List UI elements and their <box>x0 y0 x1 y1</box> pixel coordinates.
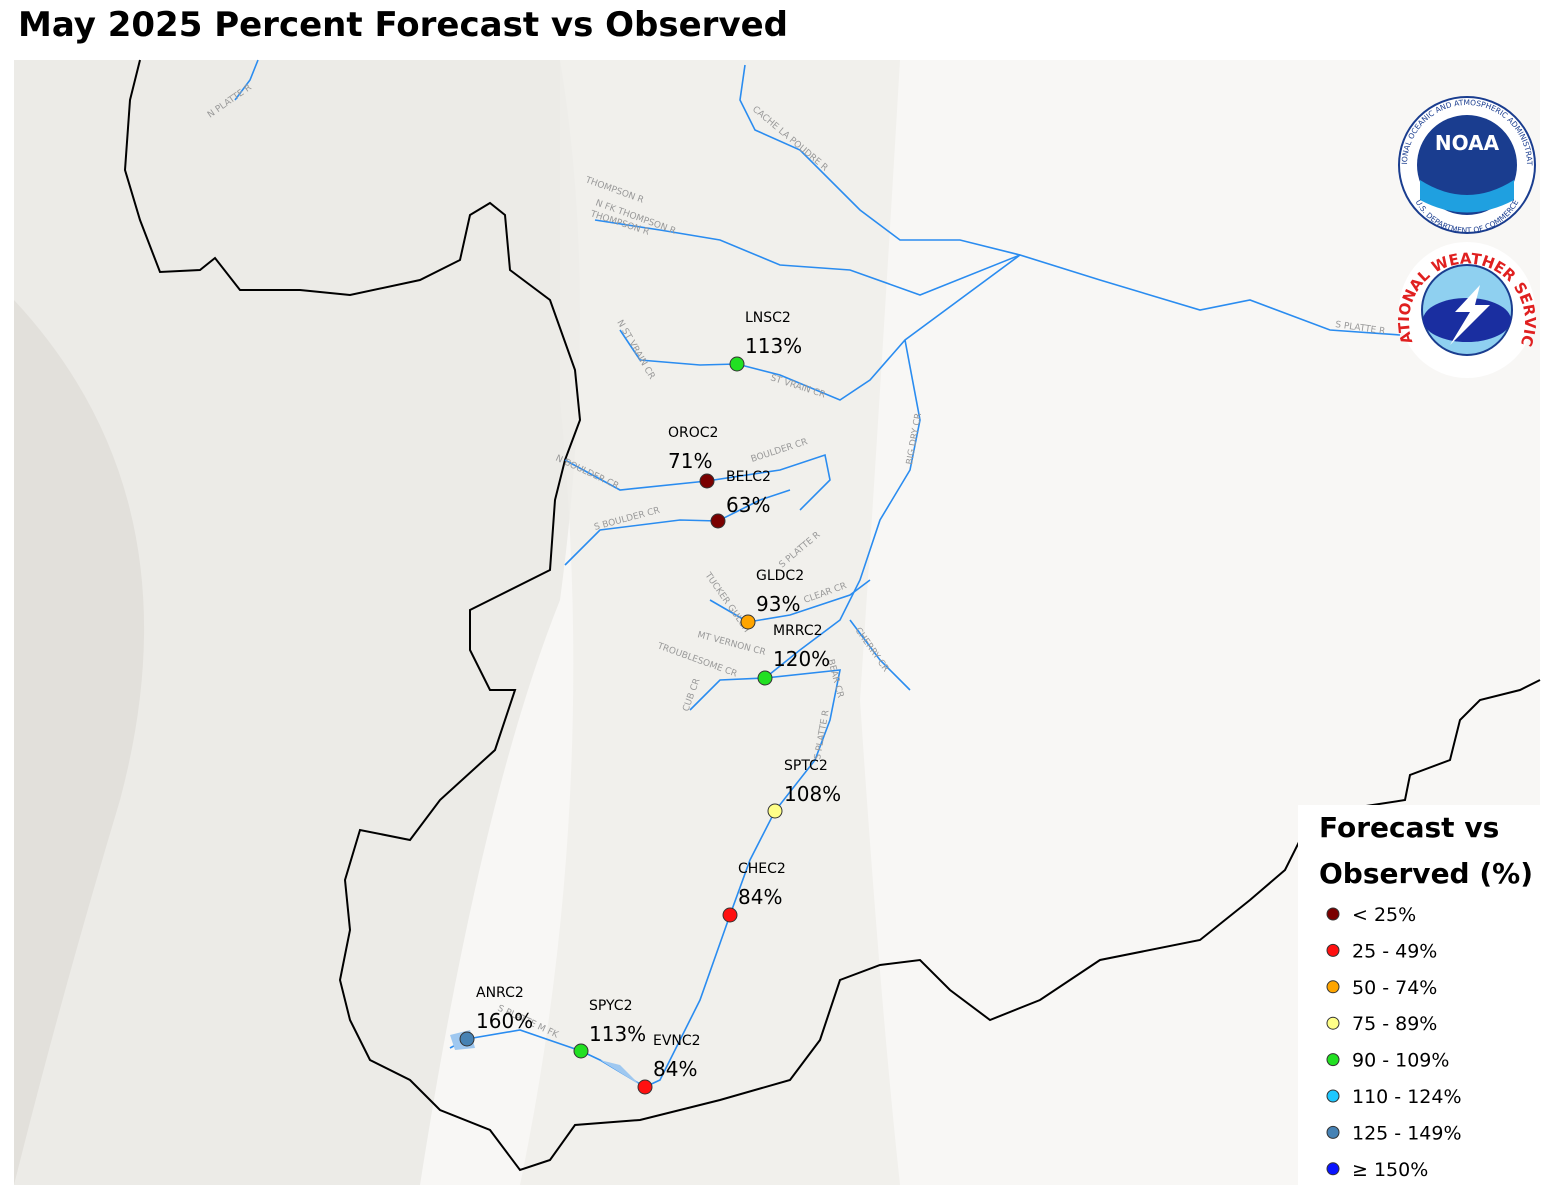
station-id: LNSC2 <box>745 310 791 326</box>
station-marker <box>637 1079 653 1095</box>
legend-swatch <box>1326 1125 1340 1139</box>
legend-swatch <box>1326 907 1340 921</box>
legend-swatch <box>1326 943 1340 957</box>
legend-title: Observed (%) <box>1319 857 1533 890</box>
legend-title: Forecast vs <box>1319 811 1499 844</box>
station-id: MRRC2 <box>773 623 823 639</box>
station-marker <box>459 1031 475 1047</box>
station-percent: 63% <box>726 493 770 517</box>
river <box>564 489 791 566</box>
station-id: OROC2 <box>668 425 718 441</box>
river <box>449 339 921 1088</box>
legend-swatch <box>1326 1162 1340 1176</box>
station-percent: 160% <box>476 1009 533 1033</box>
river <box>689 677 766 711</box>
station-percent: 84% <box>738 885 782 909</box>
station-id: ANRC2 <box>476 985 524 1001</box>
legend-swatch <box>1326 1053 1340 1067</box>
station-id: CHEC2 <box>738 861 786 877</box>
station-percent: 113% <box>589 1022 646 1046</box>
legend-label: 90 - 109% <box>1352 1050 1449 1072</box>
basin-border <box>123 59 1541 1172</box>
legend-swatch <box>1326 980 1340 994</box>
legend-label: ≥ 150% <box>1352 1159 1428 1181</box>
station-marker <box>767 803 783 819</box>
station-percent: 113% <box>745 334 802 358</box>
station-id: EVNC2 <box>653 1033 701 1049</box>
legend-label: 25 - 49% <box>1352 940 1437 962</box>
noaa-text: NOAA <box>1435 131 1500 155</box>
station-id: BELC2 <box>726 469 771 485</box>
station-percent: 108% <box>784 782 841 806</box>
river <box>619 254 1021 401</box>
station-percent: 93% <box>756 592 800 616</box>
river <box>234 59 259 101</box>
station-percent: 71% <box>668 449 712 473</box>
station-percent: 84% <box>653 1057 697 1081</box>
legend-swatch <box>1326 1089 1340 1103</box>
map-title: May 2025 Percent Forecast vs Observed <box>18 5 788 45</box>
legend-label: < 25% <box>1352 904 1416 926</box>
rivers <box>234 59 1401 1088</box>
river <box>739 64 1021 256</box>
noaa-wave <box>1420 180 1514 213</box>
station-marker <box>757 670 773 686</box>
station-marker <box>740 614 756 630</box>
station-marker <box>710 513 726 529</box>
terrain-shading <box>520 60 900 1185</box>
station-marker <box>573 1043 589 1059</box>
station-marker <box>722 907 738 923</box>
noaa-disc <box>1417 115 1517 215</box>
legend-swatch <box>1326 1016 1340 1030</box>
station-percent: 120% <box>773 647 830 671</box>
station-id: GLDC2 <box>756 568 804 584</box>
station-marker <box>699 473 715 489</box>
legend-label: 75 - 89% <box>1352 1013 1437 1035</box>
legend-label: 125 - 149% <box>1352 1122 1462 1144</box>
legend-label: 110 - 124% <box>1352 1086 1462 1108</box>
station-id: SPYC2 <box>589 998 633 1014</box>
terrain-shading <box>14 300 145 1185</box>
station-id: SPTC2 <box>784 758 828 774</box>
river <box>709 579 871 623</box>
river <box>849 619 911 691</box>
nws-bolt <box>1450 285 1490 345</box>
station-marker <box>729 356 745 372</box>
river <box>564 453 831 511</box>
river <box>594 219 1401 336</box>
reservoir <box>600 1060 640 1085</box>
legend-label: 50 - 74% <box>1352 977 1437 999</box>
legend-box <box>1298 805 1540 1185</box>
terrain-shading <box>14 60 580 1185</box>
